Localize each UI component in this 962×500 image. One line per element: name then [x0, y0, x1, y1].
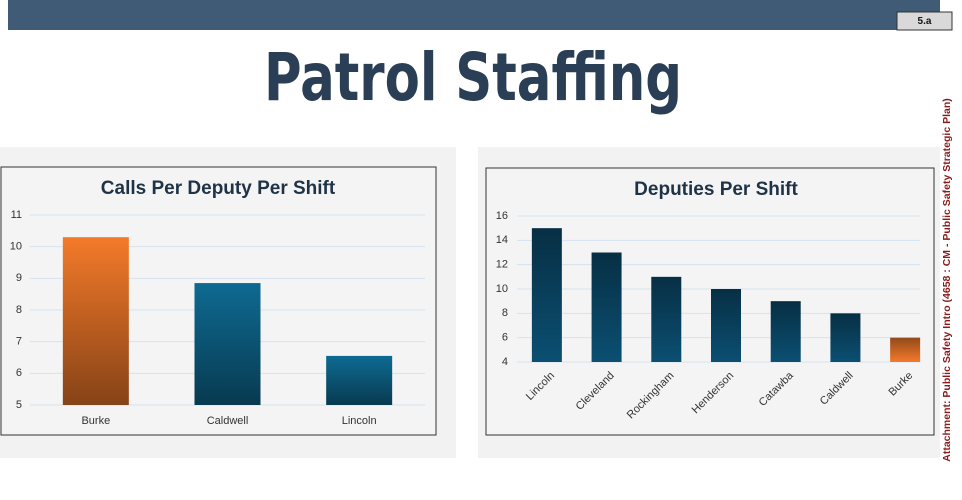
x-tick-label: Burke — [81, 415, 110, 427]
bar — [194, 283, 261, 405]
x-tick-label: Caldwell — [207, 415, 249, 427]
y-tick-label: 8 — [502, 307, 508, 319]
chart-title: Calls Per Deputy Per Shift — [101, 178, 336, 199]
y-tick-label: 4 — [502, 356, 508, 368]
y-tick-label: 11 — [11, 209, 22, 221]
bar — [62, 237, 129, 405]
y-tick-label: 16 — [496, 210, 508, 222]
bar — [591, 252, 622, 362]
y-tick-label: 10 — [10, 241, 22, 253]
badge: 5.a — [918, 16, 932, 27]
slide-title: Patrol Staffing — [264, 39, 682, 116]
y-tick-label: 9 — [16, 272, 22, 284]
x-tick-label: Lincoln — [342, 415, 377, 427]
bar — [770, 301, 801, 362]
y-tick-label: 6 — [502, 332, 508, 344]
y-tick-label: 12 — [496, 259, 508, 271]
top-bar — [8, 0, 940, 30]
side-note: Attachment: Public Safety Intro (4658 : … — [941, 98, 953, 462]
bar — [890, 337, 921, 362]
bar — [711, 289, 741, 362]
y-tick-label: 10 — [496, 283, 508, 295]
y-tick-label: 14 — [496, 234, 508, 246]
y-tick-label: 8 — [16, 304, 22, 316]
bar — [326, 355, 393, 405]
y-tick-label: 5 — [16, 399, 22, 411]
y-tick-label: 7 — [16, 336, 22, 348]
bar — [531, 228, 562, 362]
bar — [651, 276, 682, 362]
bar — [830, 313, 861, 362]
chart-title: Deputies Per Shift — [634, 179, 798, 200]
y-tick-label: 6 — [16, 367, 22, 379]
badge-box — [896, 11, 953, 31]
